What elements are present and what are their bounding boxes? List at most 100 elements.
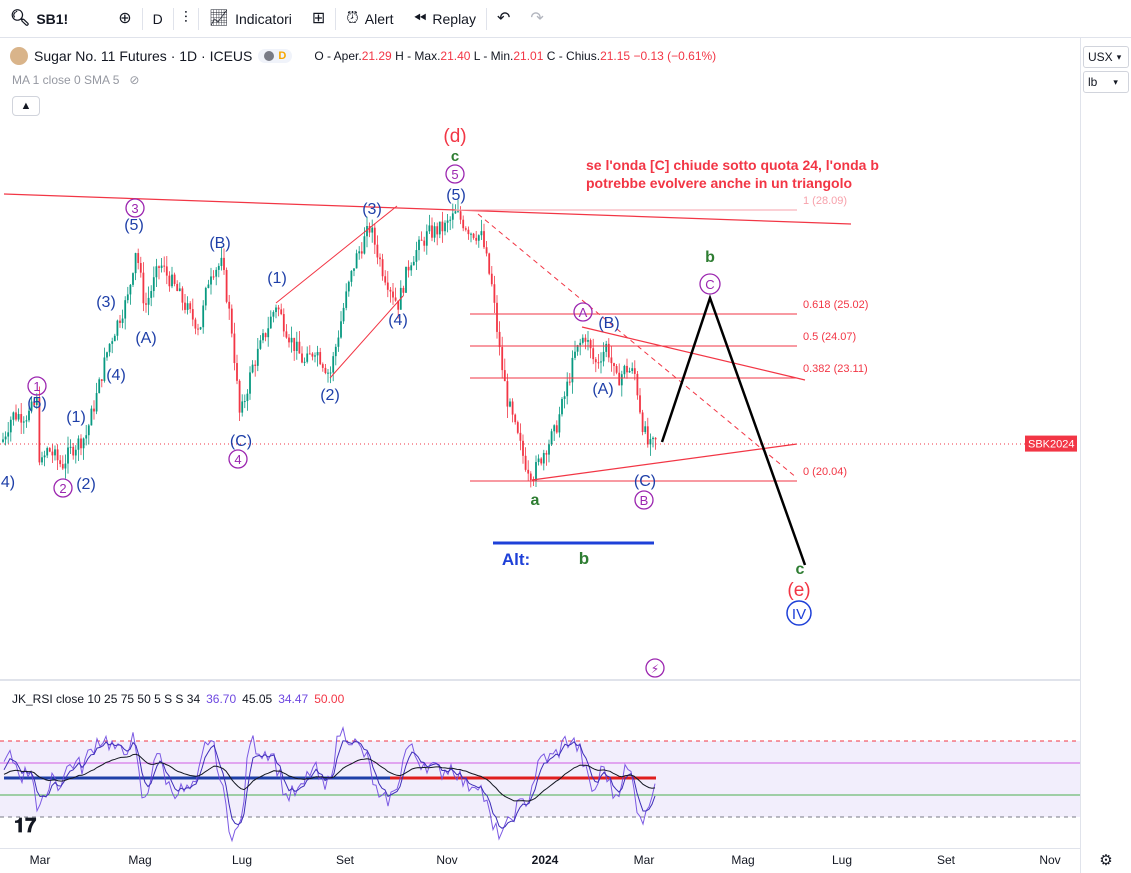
- wave-3-purple[interactable]: 3: [131, 201, 138, 216]
- wave-4-edge[interactable]: 4): [1, 474, 15, 491]
- candle-body: [602, 351, 605, 362]
- wave-B-paren[interactable]: (B): [598, 315, 619, 332]
- status-pill[interactable]: D: [258, 49, 293, 63]
- wave-A-left[interactable]: (A): [135, 330, 156, 347]
- undo-button[interactable]: ↶: [487, 0, 520, 38]
- delayed-flag: D: [278, 50, 287, 62]
- wave-a-green[interactable]: a: [531, 492, 540, 509]
- candle-body: [254, 364, 257, 366]
- channel-upper-line[interactable]: [275, 205, 398, 304]
- wave-3-left[interactable]: (3): [96, 294, 116, 311]
- toolbar-divider: [485, 7, 487, 30]
- wave-e-red[interactable]: (e): [787, 580, 810, 601]
- chart-annotation-text[interactable]: se l'onda [C] chiude sotto quota 24, l'o…: [586, 157, 879, 191]
- ma-label[interactable]: MA 1 close 0 SMA 5: [12, 73, 120, 87]
- redo-button[interactable]: ↷: [520, 0, 553, 38]
- candle-body: [145, 303, 147, 305]
- wave-2-purple[interactable]: 2: [59, 481, 66, 496]
- candle-body: [633, 368, 636, 374]
- wave-C-mid[interactable]: (C): [230, 433, 252, 450]
- grid-icon: ⊞: [311, 9, 326, 27]
- candle-body: [451, 213, 454, 220]
- wave-5-small[interactable]: (5): [27, 395, 47, 412]
- projection-path[interactable]: [660, 294, 807, 566]
- rsi-value-3: 34.47: [278, 692, 309, 706]
- candle-body: [158, 266, 160, 268]
- candle-body: [433, 226, 436, 238]
- ma-legend: MA 1 close 0 SMA 5 ⊘: [12, 73, 139, 87]
- currency-dropdown[interactable]: USX ▾: [1083, 46, 1129, 68]
- candle-body: [204, 287, 207, 306]
- time-axis[interactable]: [0, 848, 1080, 873]
- candle-body: [371, 227, 374, 233]
- price-axis[interactable]: [1080, 38, 1131, 873]
- alt-label[interactable]: Alt:: [502, 550, 530, 569]
- layouts-button[interactable]: ⊞: [302, 0, 335, 38]
- candle-body: [355, 253, 358, 269]
- resistance-trendline[interactable]: [3, 193, 852, 225]
- candle-body: [119, 320, 121, 323]
- series-title[interactable]: Sugar No. 11 Futures · 1D · ICEUS: [34, 48, 253, 64]
- wave-5-purple[interactable]: 5: [451, 167, 458, 182]
- candle-body: [527, 469, 530, 474]
- wave-C-circle-label[interactable]: C: [705, 277, 714, 292]
- wave-4-left[interactable]: (4): [106, 367, 126, 384]
- alert-button[interactable]: ⏰︎ Alert: [336, 0, 403, 38]
- wave-c-green-top[interactable]: c: [451, 148, 459, 165]
- wave-1-purple[interactable]: 1: [33, 379, 40, 394]
- wave-B-left[interactable]: (B): [209, 235, 230, 252]
- tradingview-logo[interactable]: 𝟏𝟕: [14, 815, 37, 837]
- candle-body: [540, 458, 543, 464]
- collapse-legend-button[interactable]: ▲: [12, 96, 40, 116]
- indicators-button[interactable]: 📈︎ Indicatori: [199, 0, 302, 38]
- wave-3-mid[interactable]: (3): [362, 201, 382, 218]
- wave-A-circle-label[interactable]: A: [579, 305, 588, 320]
- wave-d-red[interactable]: (d): [443, 126, 466, 147]
- wave-IV[interactable]: IV: [792, 606, 806, 623]
- candle-body: [389, 289, 392, 292]
- triangle-upper-line[interactable]: [581, 326, 806, 381]
- fib-label-0618: 0.618 (25.02): [803, 299, 868, 311]
- candles-group: [2, 199, 657, 488]
- wave-b-green-top[interactable]: b: [705, 249, 715, 266]
- candle-body: [155, 266, 158, 278]
- wave-2-mid[interactable]: (2): [320, 387, 340, 404]
- wave-b-green-alt[interactable]: b: [579, 549, 589, 568]
- wave-B-circle-label[interactable]: B: [640, 493, 649, 508]
- wave-4-purple[interactable]: 4: [234, 452, 241, 467]
- wave-C-paren[interactable]: (C): [634, 473, 656, 490]
- wave-4-mid[interactable]: (4): [388, 312, 408, 329]
- channel-lower-line[interactable]: [329, 295, 404, 379]
- chart-type-button[interactable]: ⫶: [174, 0, 198, 38]
- wave-2-blue[interactable]: (2): [76, 476, 96, 493]
- candle-body: [275, 307, 277, 313]
- triangle-lower-line[interactable]: [531, 443, 798, 481]
- wave-5-blue-top[interactable]: (5): [446, 187, 466, 204]
- toolbar-divider: [141, 7, 143, 30]
- gear-icon[interactable]: ⚙: [1099, 852, 1113, 869]
- candle-body: [186, 303, 189, 310]
- candle-body: [113, 335, 116, 342]
- candle-body: [485, 247, 488, 254]
- wave-1-blue[interactable]: (1): [66, 409, 86, 426]
- dashed-trendline[interactable]: [477, 213, 798, 479]
- unit-dropdown[interactable]: lb ▾: [1083, 71, 1129, 93]
- candle-body: [15, 412, 17, 420]
- eye-hidden-icon[interactable]: ⊘: [129, 73, 140, 87]
- symbol-search[interactable]: 🔍︎ SB1!: [0, 0, 108, 38]
- wave-1-mid[interactable]: (1): [267, 270, 287, 287]
- wave-5-blue-left[interactable]: (5): [124, 217, 144, 234]
- replay-button[interactable]: ⏪︎ Replay: [404, 0, 486, 38]
- lightning-icon[interactable]: ⚡︎: [651, 662, 659, 676]
- candle-body: [514, 414, 517, 423]
- wave-A-paren[interactable]: (A): [592, 381, 613, 398]
- rsi-name[interactable]: JK_RSI close 10 25 75 50 5 S S 34: [12, 692, 201, 706]
- interval-button[interactable]: D: [143, 0, 173, 38]
- candle-body: [181, 288, 184, 303]
- add-symbol-button[interactable]: ⊕: [108, 0, 141, 38]
- wave-c-green-bottom[interactable]: c: [796, 561, 805, 578]
- replay-label: Replay: [432, 10, 476, 27]
- candle-body: [628, 370, 631, 373]
- candle-body: [519, 432, 522, 441]
